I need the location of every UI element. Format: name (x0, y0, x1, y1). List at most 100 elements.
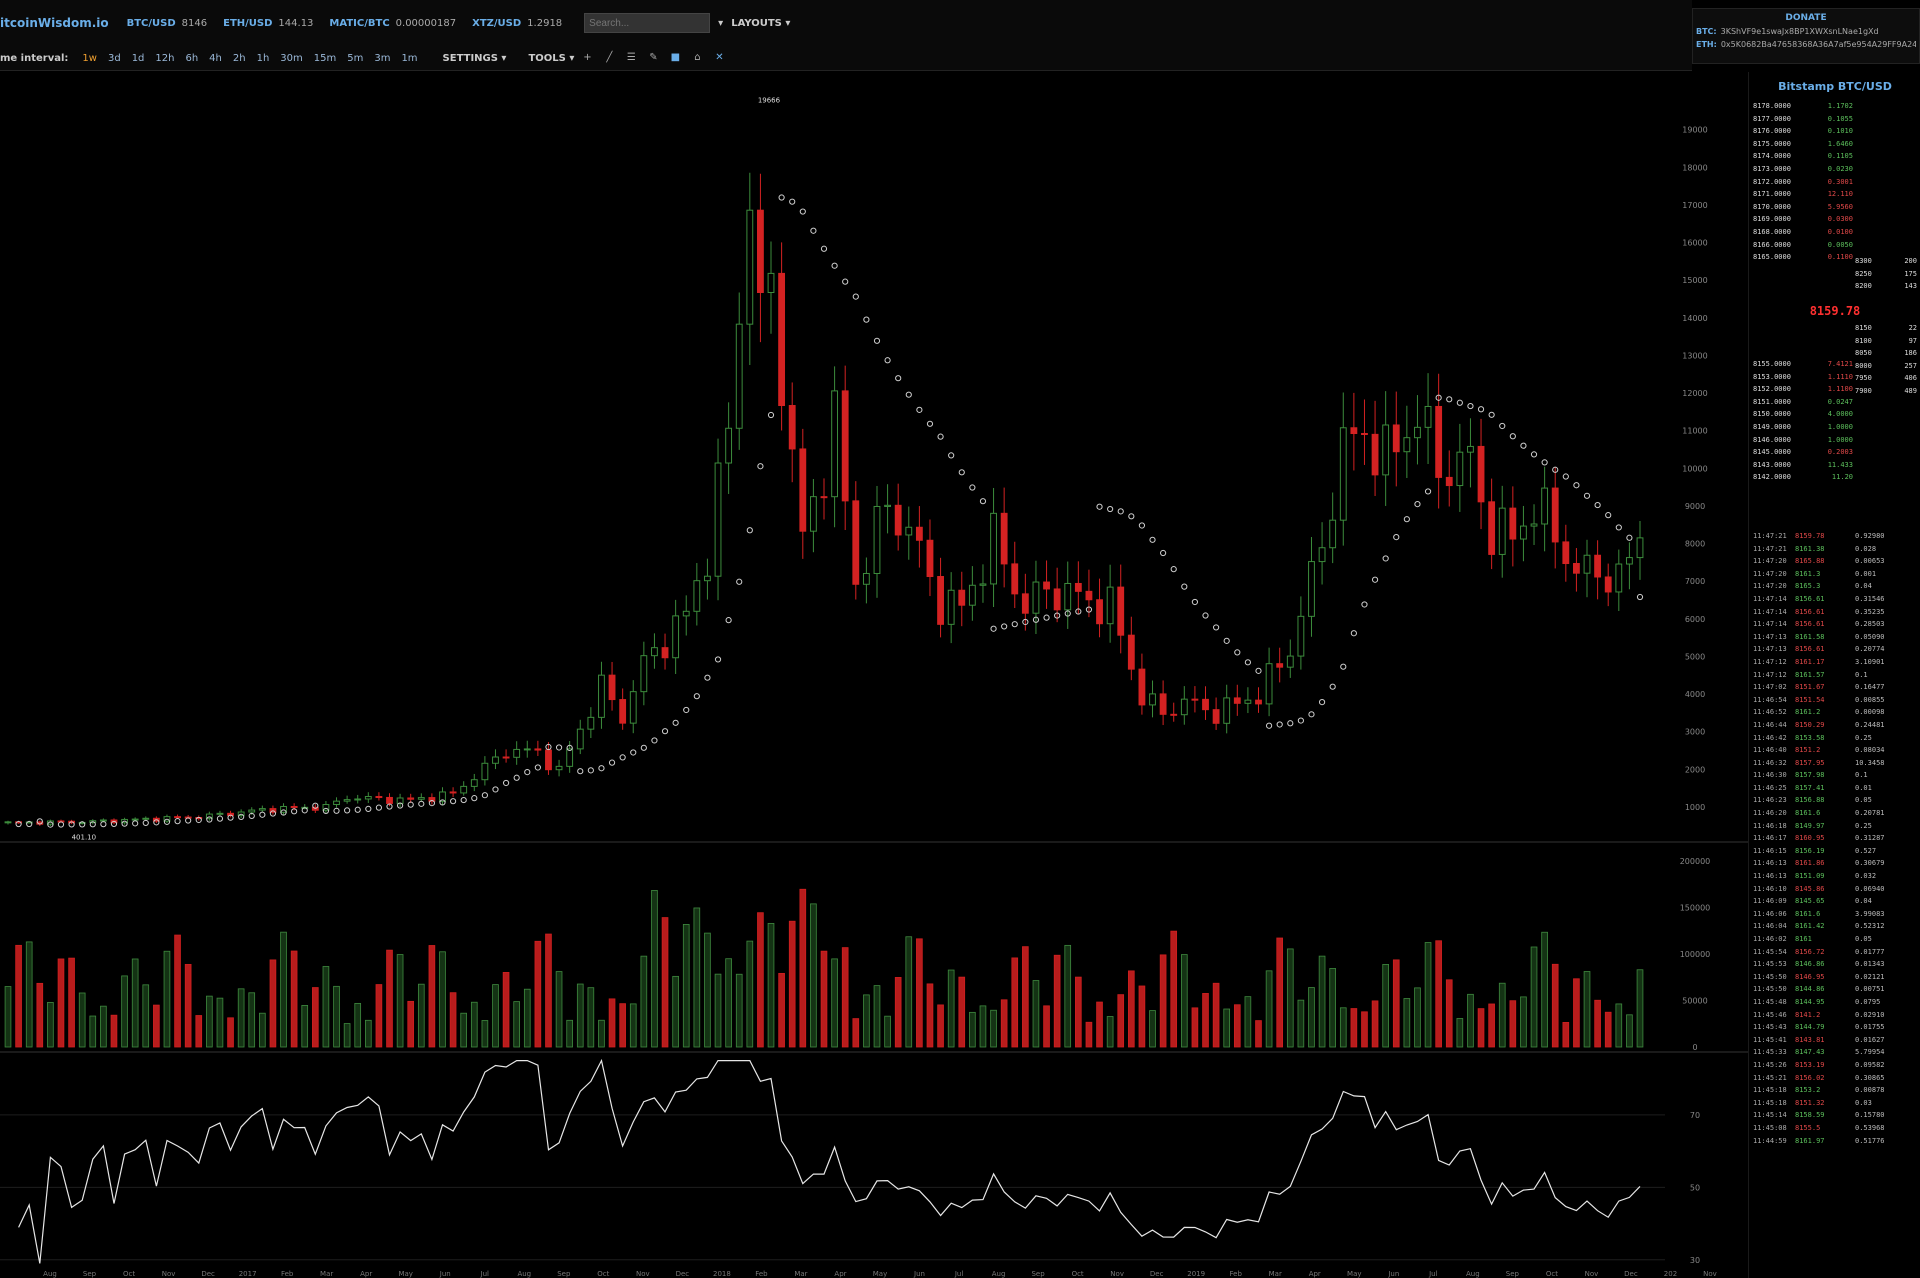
timeframe-5m[interactable]: 5m (347, 52, 364, 64)
timeframe-1d[interactable]: 1d (131, 52, 145, 64)
trade-row: 11:45:46 8141.2 0.02910 (1753, 1011, 1917, 1024)
volume-bar (1212, 982, 1220, 1048)
trade-amount: 0.00878 (1855, 1086, 1885, 1095)
trade-amount: 0.24481 (1855, 720, 1885, 729)
volume-bar (778, 972, 785, 1048)
sar-dot (587, 767, 594, 774)
order-row: 8151.0000 0.0247 (1753, 398, 1853, 411)
sar-dot (619, 754, 626, 761)
volume-bar (1233, 1004, 1241, 1048)
candle-body (841, 390, 849, 502)
time-axis-label: Sep (83, 1270, 97, 1278)
candle-body (1615, 563, 1623, 593)
toolbar: me interval: 1w 3d 1d 12h 6h 4h 2h 1h 30m 15m 5m 3m… (0, 46, 1692, 71)
tools-menu[interactable]: TOOLS ▾ (528, 52, 575, 64)
trade-price: 8146.86 (1795, 960, 1825, 969)
trade-price: 8161.97 (1795, 1136, 1825, 1145)
crosshair-icon[interactable]: + (583, 52, 592, 63)
sar-dot (397, 802, 404, 809)
trade-amount: 0.20781 (1855, 809, 1885, 818)
trade-price: 8156.88 (1795, 796, 1825, 805)
timeframe-30m[interactable]: 30m (280, 52, 303, 64)
sar-dot (492, 786, 499, 793)
order-size: 1.1110 (1827, 372, 1853, 381)
timeframe-6h[interactable]: 6h (185, 52, 199, 64)
trade-amount: 10.3458 (1855, 758, 1885, 767)
brand-logo[interactable]: itcoinWisdom.io (0, 16, 109, 30)
timeframe-4h[interactable]: 4h (209, 52, 222, 64)
order-size: 1.0000 (1827, 422, 1853, 431)
trade-amount: 0.01627 (1855, 1035, 1885, 1044)
trade-amount: 0.00098 (1855, 708, 1885, 717)
sar-dot (767, 411, 775, 419)
depth-row: 7900 489 (1855, 387, 1917, 400)
trade-time: 11:46:54 (1753, 695, 1787, 704)
candle-body (1318, 547, 1326, 563)
timeframe-3m[interactable]: 3m (374, 52, 391, 64)
donate-eth[interactable]: ETH: 0x5K0682Ba47658368A36A7af5e954A29FF9… (1696, 40, 1916, 49)
candle-body (682, 610, 690, 617)
trash-icon[interactable]: ⌂ (694, 52, 701, 63)
timeframe-1h[interactable]: 1h (256, 52, 270, 64)
hline-tool-icon[interactable]: ☰ (626, 52, 636, 63)
sar-dot (1149, 536, 1156, 543)
order-row: 8153.0000 1.1110 (1753, 373, 1853, 386)
timeframe-1w[interactable]: 1w (82, 52, 97, 64)
settings-menu[interactable]: SETTINGS ▾ (442, 52, 507, 64)
brush-tool-icon[interactable]: ✎ (649, 52, 658, 63)
candle-body (1456, 451, 1464, 487)
order-size: 0.1105 (1827, 152, 1853, 161)
search-input[interactable] (584, 13, 711, 33)
order-row: 8170.0000 5.9560 (1753, 203, 1853, 216)
search-dropdown-icon[interactable]: ▾ (718, 17, 724, 29)
order-size: 0.1010 (1827, 127, 1853, 136)
close-icon[interactable]: ✕ (715, 52, 724, 63)
timeframe-1m[interactable]: 1m (401, 52, 418, 64)
volume-bar (926, 983, 934, 1048)
candle-body (1562, 541, 1570, 565)
trade-amount: 0.1 (1855, 670, 1868, 679)
sar-dot (1011, 621, 1018, 628)
trade-row: 11:47:21 8159.78 0.92980 (1753, 532, 1917, 545)
volume-bar (375, 984, 383, 1048)
timeframe-2h[interactable]: 2h (232, 52, 246, 64)
line-tool-icon[interactable]: ╱ (606, 52, 613, 63)
order-row: 8173.0000 0.0230 (1753, 165, 1853, 178)
order-row: 8143.0000 11.433 (1753, 461, 1853, 474)
volume-bar (1106, 1016, 1114, 1048)
timeframe-12h[interactable]: 12h (155, 52, 175, 64)
ticker-btc-usd[interactable]: BTC/USD 8146 (126, 17, 208, 29)
ticker-xtz-usd[interactable]: XTZ/USD 1.2918 (472, 17, 563, 29)
sar-dot (1096, 503, 1103, 510)
sar-dot (863, 316, 870, 323)
sar-dot (1382, 555, 1389, 562)
trade-price: 8151.67 (1795, 683, 1825, 692)
price-chart[interactable]: 1000 2000 3000 4000 5000 6000 7000 8000 9000 1000… (0, 72, 1748, 1278)
candle-body (820, 496, 828, 499)
trade-time: 11:46:06 (1753, 909, 1787, 918)
candle-body (1202, 698, 1209, 711)
timeframe-15m[interactable]: 15m (313, 52, 337, 64)
trade-price: 8150.29 (1795, 720, 1825, 729)
lock-icon[interactable]: ■ (670, 52, 681, 63)
ticker-matic-btc[interactable]: MATIC/BTC 0.00000187 (329, 17, 457, 29)
sar-dot (1615, 524, 1622, 531)
sar-dot (460, 796, 467, 804)
order-price: 8168.0000 (1753, 227, 1791, 236)
candle-body (248, 809, 256, 813)
order-size: 5.9560 (1827, 202, 1853, 211)
exchange-title[interactable]: Bitstamp BTC/USD (1778, 80, 1892, 93)
volume-bar (142, 984, 150, 1048)
sar-dot (1403, 516, 1410, 523)
sar-dot (57, 821, 65, 828)
donate-btc[interactable]: BTC: 3KShVF9e1swaJx8BP1XWXsnLNae1gXd (1696, 27, 1879, 36)
volume-bar (608, 998, 616, 1048)
sar-dot (100, 821, 107, 828)
ticker-eth-usd[interactable]: ETH/USD 144.13 (223, 17, 314, 29)
layouts-menu[interactable]: LAYOUTS ▾ (731, 17, 791, 29)
trade-row: 11:46:25 8157.41 0.01 (1753, 784, 1917, 797)
high-annotation: 19666 (758, 97, 781, 105)
timeframe-3d[interactable]: 3d (107, 52, 121, 64)
candle-body (1276, 663, 1284, 668)
sar-dot (820, 245, 828, 252)
